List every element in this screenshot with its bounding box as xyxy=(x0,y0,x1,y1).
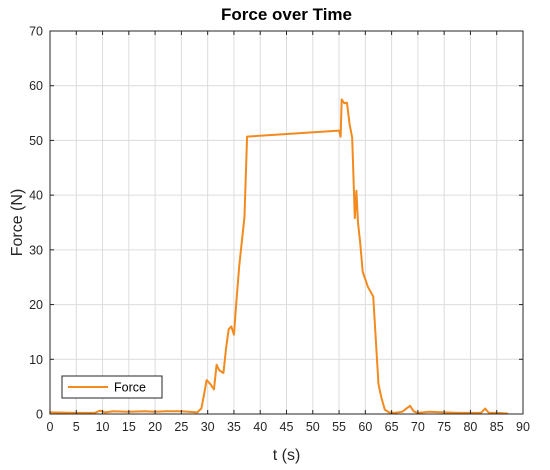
y-tick-label: 70 xyxy=(29,25,43,39)
x-tick-label: 45 xyxy=(280,420,294,434)
y-tick-label: 50 xyxy=(29,134,43,148)
legend-label-force: Force xyxy=(114,381,146,395)
x-axis-label: t (s) xyxy=(273,447,301,464)
x-tick-label: 60 xyxy=(358,420,372,434)
x-tick-label: 0 xyxy=(47,420,54,434)
x-tick-label: 15 xyxy=(122,420,136,434)
x-tick-label: 55 xyxy=(332,420,346,434)
y-tick-label: 60 xyxy=(29,79,43,93)
x-tick-label: 35 xyxy=(227,420,241,434)
x-tick-label: 90 xyxy=(516,420,530,434)
series-layer xyxy=(49,98,509,415)
x-tick-label: 5 xyxy=(73,420,80,434)
y-tick-label: 20 xyxy=(29,298,43,312)
series-line-force xyxy=(49,98,509,415)
chart-title: Force over Time xyxy=(221,5,352,24)
x-tick-label: 20 xyxy=(148,420,162,434)
y-tick-label: 40 xyxy=(29,189,43,203)
y-tick-label: 0 xyxy=(36,408,43,422)
x-tick-label: 65 xyxy=(385,420,399,434)
x-tick-label: 10 xyxy=(96,420,110,434)
x-tick-label: 40 xyxy=(253,420,267,434)
x-tick-label: 30 xyxy=(201,420,215,434)
legend-box xyxy=(61,375,163,399)
axis-ticks: 0 5 10 15 20 25 30 35 40 45 50 55 60 65 70 75 80 85 90 0 10 2… xyxy=(29,25,530,435)
grid xyxy=(50,31,523,414)
x-tick-label: 70 xyxy=(411,420,425,434)
y-tick-label: 10 xyxy=(29,353,43,367)
y-tick-label: 30 xyxy=(29,243,43,257)
x-tick-label: 80 xyxy=(463,420,477,434)
y-axis-label: Force (N) xyxy=(9,189,26,257)
x-tick-label: 50 xyxy=(306,420,320,434)
legend: Force xyxy=(61,375,163,399)
x-tick-label: 85 xyxy=(490,420,504,434)
x-tick-label: 75 xyxy=(437,420,451,434)
x-tick-label: 25 xyxy=(174,420,188,434)
